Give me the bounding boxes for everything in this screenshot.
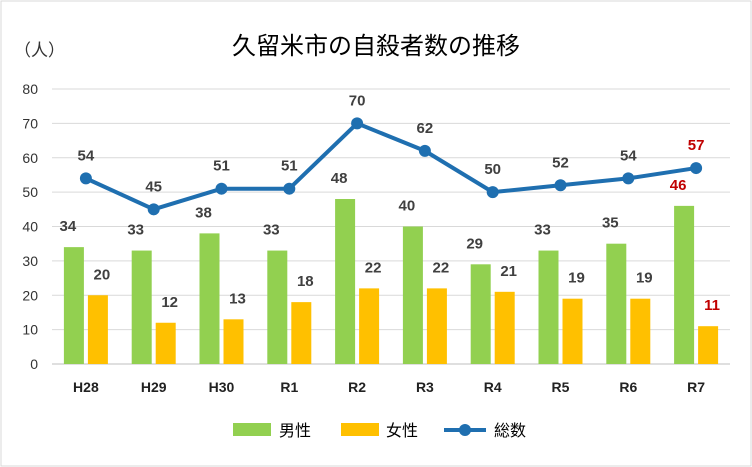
- legend-swatch-female: [341, 423, 379, 436]
- total-series-line: [83, 121, 699, 212]
- y-axis-ticks: 0 10 20 30 40 50 60 70 80: [22, 81, 38, 372]
- bar-male: [402, 226, 423, 364]
- legend-label-male: 男性: [279, 421, 311, 440]
- bar-male: [470, 264, 491, 364]
- data-label-male: 48: [331, 170, 348, 187]
- x-tick-label: R5: [552, 379, 570, 395]
- y-tick-label: 40: [22, 219, 38, 235]
- bar-male: [538, 250, 559, 364]
- bars: [63, 199, 719, 364]
- data-label-female: 21: [500, 263, 517, 280]
- data-label-female: 22: [433, 259, 450, 276]
- bar-female: [562, 298, 583, 364]
- total-point: [418, 144, 431, 157]
- x-tick-label: R6: [619, 379, 637, 395]
- x-tick-label: R4: [484, 379, 502, 395]
- data-label-total: 54: [78, 147, 95, 164]
- x-tick-label: R1: [280, 379, 298, 395]
- data-label-male: 33: [127, 222, 144, 239]
- x-tick-label: R7: [687, 379, 705, 395]
- data-label-male: 33: [534, 222, 551, 239]
- bar-female: [155, 322, 176, 364]
- y-tick-label: 70: [22, 115, 38, 131]
- y-tick-label: 10: [22, 322, 38, 338]
- legend: 男性 女性 総数: [233, 421, 526, 440]
- y-tick-label: 80: [22, 81, 38, 97]
- bar-female: [630, 298, 651, 364]
- x-tick-label: H28: [73, 379, 99, 395]
- bar-female: [359, 288, 380, 364]
- data-label-male: 40: [399, 198, 416, 215]
- data-label-female: 12: [161, 294, 178, 311]
- data-label-male: 34: [60, 218, 77, 235]
- y-axis-unit: （人）: [14, 41, 65, 61]
- data-label-male: 33: [263, 222, 280, 239]
- legend-swatch-male: [233, 423, 271, 436]
- y-tick-label: 20: [22, 287, 38, 303]
- legend-label-total: 総数: [494, 421, 526, 440]
- data-label-total: 45: [145, 178, 162, 195]
- bar-female: [223, 319, 244, 364]
- bar-female: [494, 291, 515, 364]
- data-label-total: 54: [620, 147, 637, 164]
- total-point: [215, 182, 228, 195]
- bar-male: [131, 250, 152, 364]
- data-label-total: 52: [552, 154, 569, 171]
- data-labels: 34 33 38 33 48 40 29 33 35 46 20 12 13 18 22 22 21 19 19 11…: [60, 92, 720, 314]
- x-tick-label: R3: [416, 379, 434, 395]
- data-label-female: 19: [636, 270, 653, 287]
- y-tick-label: 60: [22, 150, 38, 166]
- data-label-female: 20: [94, 266, 111, 283]
- bar-female: [698, 326, 719, 364]
- data-label-total: 51: [213, 158, 230, 175]
- total-point: [351, 117, 364, 130]
- bar-male: [606, 243, 627, 364]
- data-label-total: 57: [688, 137, 705, 154]
- bar-female: [87, 295, 108, 364]
- x-tick-label: R2: [348, 379, 366, 395]
- data-label-male: 29: [466, 235, 483, 252]
- total-point: [554, 179, 567, 192]
- bar-male: [63, 247, 84, 364]
- data-label-female: 19: [568, 270, 585, 287]
- bar-male: [674, 205, 695, 364]
- bar-male: [267, 250, 288, 364]
- x-axis-ticks: H28 H29 H30 R1 R2 R3 R4 R5 R6 R7: [73, 379, 705, 395]
- x-tick-label: H30: [209, 379, 235, 395]
- data-label-female: 22: [365, 259, 382, 276]
- y-tick-label: 0: [30, 356, 38, 372]
- data-label-female: 11: [704, 297, 720, 314]
- total-line: [79, 117, 703, 216]
- bar-female: [426, 288, 447, 364]
- data-label-male: 38: [195, 204, 212, 221]
- bar-female: [291, 302, 312, 364]
- data-label-female: 18: [297, 273, 314, 290]
- x-tick-label: H29: [141, 379, 167, 395]
- legend-marker-total: [459, 424, 471, 436]
- data-label-male: 46: [670, 177, 687, 194]
- y-tick-label: 50: [22, 184, 38, 200]
- data-label-total: 50: [484, 161, 501, 178]
- chart-title: 久留米市の自殺者数の推移: [232, 32, 520, 60]
- total-point: [79, 172, 92, 185]
- bar-male: [335, 199, 356, 364]
- total-point: [486, 186, 499, 199]
- total-point: [147, 203, 160, 216]
- data-label-total: 51: [281, 158, 298, 175]
- data-label-total: 70: [349, 92, 366, 109]
- total-point: [622, 172, 635, 185]
- data-label-male: 35: [602, 215, 619, 232]
- data-label-total: 62: [417, 120, 434, 137]
- y-tick-label: 30: [22, 253, 38, 269]
- total-point: [283, 182, 296, 195]
- legend-label-female: 女性: [386, 421, 418, 440]
- bar-male: [199, 233, 220, 364]
- total-point: [690, 162, 703, 175]
- data-label-female: 13: [229, 290, 246, 307]
